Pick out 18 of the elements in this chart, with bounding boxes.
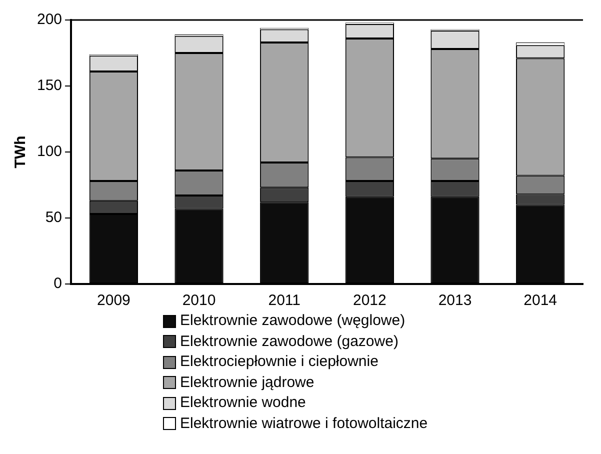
y-tick-label: 100: [36, 143, 62, 160]
y-axis-title: TWh: [12, 136, 30, 168]
y-tick-label: 150: [36, 77, 62, 94]
x-tick-label: 2010: [182, 292, 216, 310]
x-tick-label: 2012: [352, 292, 386, 310]
y-tick-label: 0: [54, 275, 62, 292]
y-tick-label: 50: [45, 209, 62, 226]
legend-label: Elektrownie wiatrowe i fotowoltaiczne: [180, 414, 428, 434]
x-tick-label: 2009: [97, 292, 130, 310]
legend-label: Elektrownie jądrowe: [180, 372, 314, 392]
legend-label: Elektrociepłownie i ciepłownie: [180, 352, 378, 372]
y-tick-label: 200: [36, 11, 62, 28]
legend-label: Elektrownie zawodowe (gazowe): [180, 332, 398, 352]
x-tick-label: 2011: [268, 292, 300, 310]
x-tick-label: 2013: [438, 292, 472, 310]
legend-label: Elektrownie zawodowe (węglowe): [180, 311, 406, 331]
legend-label: Elektrownie wodne: [180, 393, 306, 413]
x-tick-label: 2014: [524, 292, 558, 310]
